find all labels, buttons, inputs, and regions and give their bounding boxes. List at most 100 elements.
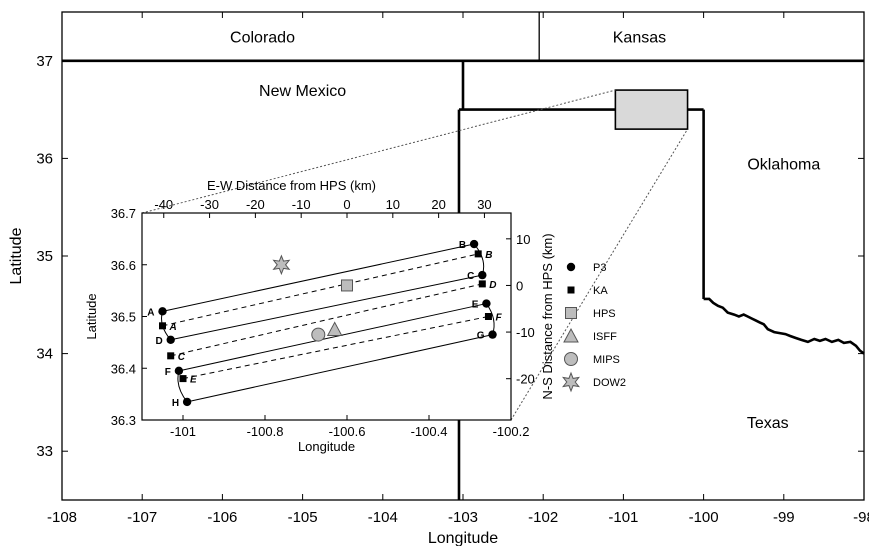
inset-y-tick-label: 36.6 (111, 258, 136, 273)
x-tick-label: -105 (288, 509, 318, 526)
mips-site (311, 327, 326, 342)
p3-point-label: E (472, 300, 479, 311)
state-label: Colorado (230, 29, 295, 46)
p3-point (182, 397, 192, 407)
inset-top-tick-label: 20 (431, 197, 445, 212)
legend-label: MIPS (593, 354, 620, 366)
x-tick-label: -106 (207, 509, 237, 526)
p3-track (178, 303, 487, 372)
inset-top-tick-label: -10 (292, 197, 311, 212)
p3-point-label: A (147, 307, 154, 318)
x-tick-label: -104 (368, 509, 398, 526)
p3-track (162, 243, 475, 312)
state-label: New Mexico (259, 83, 346, 100)
main-map-axes: -108 -107 -106 -105 -104 -103 -102 -101 -100 -99-… (8, 12, 869, 546)
inset-x-tick-label: -100.8 (247, 424, 284, 439)
legend-label: KA (593, 285, 608, 297)
y-tick-label: 33 (36, 443, 53, 460)
state-label: Kansas (613, 29, 666, 46)
p3-point (478, 270, 487, 280)
legend-dow2-marker (562, 371, 580, 393)
p3-point (482, 299, 491, 308)
x-tick-label: -102 (528, 509, 558, 526)
p3-point (158, 307, 167, 316)
x-axis-title: Longitude (428, 530, 498, 546)
p3-point (166, 335, 175, 344)
x-tick-label: -108 (47, 509, 77, 526)
ka-point-label: B (485, 250, 492, 261)
ka-point (474, 250, 482, 258)
legend-label: DOW2 (593, 377, 626, 389)
ka-point (167, 352, 175, 360)
inset-x-tick-label: -100.2 (493, 424, 530, 439)
zoom-connector-lines (141, 89, 688, 421)
ka-point (484, 313, 492, 320)
y-tick-label: 37 (36, 53, 53, 70)
legend: P3 KA HPS ISFF MIPS DOW2 (562, 262, 626, 393)
ka-track (182, 316, 489, 380)
study-area-box (614, 89, 689, 130)
inset-top-tick-label: 30 (477, 197, 491, 212)
p3-point-label: F (165, 367, 171, 378)
y-tick-label: 34 (36, 346, 53, 363)
ka-point (159, 322, 166, 330)
p3-point (174, 366, 184, 376)
state-label: Oklahoma (747, 156, 820, 173)
inset-x-tick-label: -101 (170, 424, 196, 439)
inset-top-tick-label: 0 (343, 197, 350, 212)
y-tick-label: 36 (36, 150, 53, 167)
p3-point (488, 330, 497, 339)
legend-label: HPS (593, 308, 616, 320)
legend-hps-marker (565, 307, 577, 319)
inset-y-tick-label: 36.5 (111, 310, 136, 325)
x-tick-label: -98 (853, 509, 869, 526)
x-tick-label: -107 (127, 509, 157, 526)
inset-x-title: Longitude (298, 439, 355, 454)
state-labels: Colorado Kansas New Mexico Oklahoma Texas (230, 29, 820, 432)
inset-y-tick-label: 36.3 (111, 413, 136, 428)
x-tick-label: -103 (448, 509, 478, 526)
legend-p3-marker (566, 262, 576, 272)
inset-top-tick-label: -20 (246, 197, 265, 212)
legend-label: P3 (593, 262, 606, 274)
inset-y-tick-label: 36.7 (111, 206, 136, 221)
x-tick-label: -101 (608, 509, 638, 526)
legend-mips-marker (564, 352, 578, 366)
inset-y-title: Latitude (84, 293, 99, 339)
ka-point (478, 280, 486, 288)
ka-point-label: F (495, 313, 502, 324)
p3-point-label: C (467, 271, 474, 282)
p3-point-label: D (155, 336, 162, 347)
ka-point-label: D (489, 280, 496, 291)
inset-y-tick-label: 36.4 (111, 361, 136, 376)
hps-site (341, 279, 353, 292)
y-tick-label: 35 (36, 248, 53, 265)
inset-right-tick-label: 0 (516, 278, 523, 293)
x-tick-label: -100 (689, 509, 719, 526)
dow2-site (272, 254, 291, 276)
legend-isff-marker (563, 327, 579, 343)
p3-point-label: G (477, 331, 485, 342)
inset-map: -101 -100.8 -100.6 -100.4 -100.2 36.3 36.4 36.5… (84, 178, 555, 454)
inset-right-title: N-S Distance from HPS (km) (540, 233, 555, 399)
connector-bottom (510, 128, 688, 421)
y-axis-title: Latitude (8, 227, 25, 284)
inset-right-tick-label: -10 (516, 325, 535, 340)
inset-top-tick-label: -40 (154, 197, 173, 212)
state-label: Texas (747, 415, 789, 432)
inset-x-tick-label: -100.6 (329, 424, 366, 439)
inset-right-tick-label: 10 (516, 232, 530, 247)
inset-frame (141, 212, 512, 421)
inset-top-title: E-W Distance from HPS (km) (207, 178, 376, 193)
p3-point-label: H (172, 398, 179, 409)
ka-point-label: A (169, 322, 177, 333)
p3-point-label: B (459, 240, 466, 251)
isff-site (326, 321, 343, 336)
p3-point (469, 239, 479, 249)
ka-point-label: E (190, 375, 197, 386)
x-tick-label: -99 (773, 509, 795, 526)
p3-track (186, 334, 493, 403)
ka-point-label: C (178, 352, 186, 363)
inset-x-tick-label: -100.4 (411, 424, 448, 439)
